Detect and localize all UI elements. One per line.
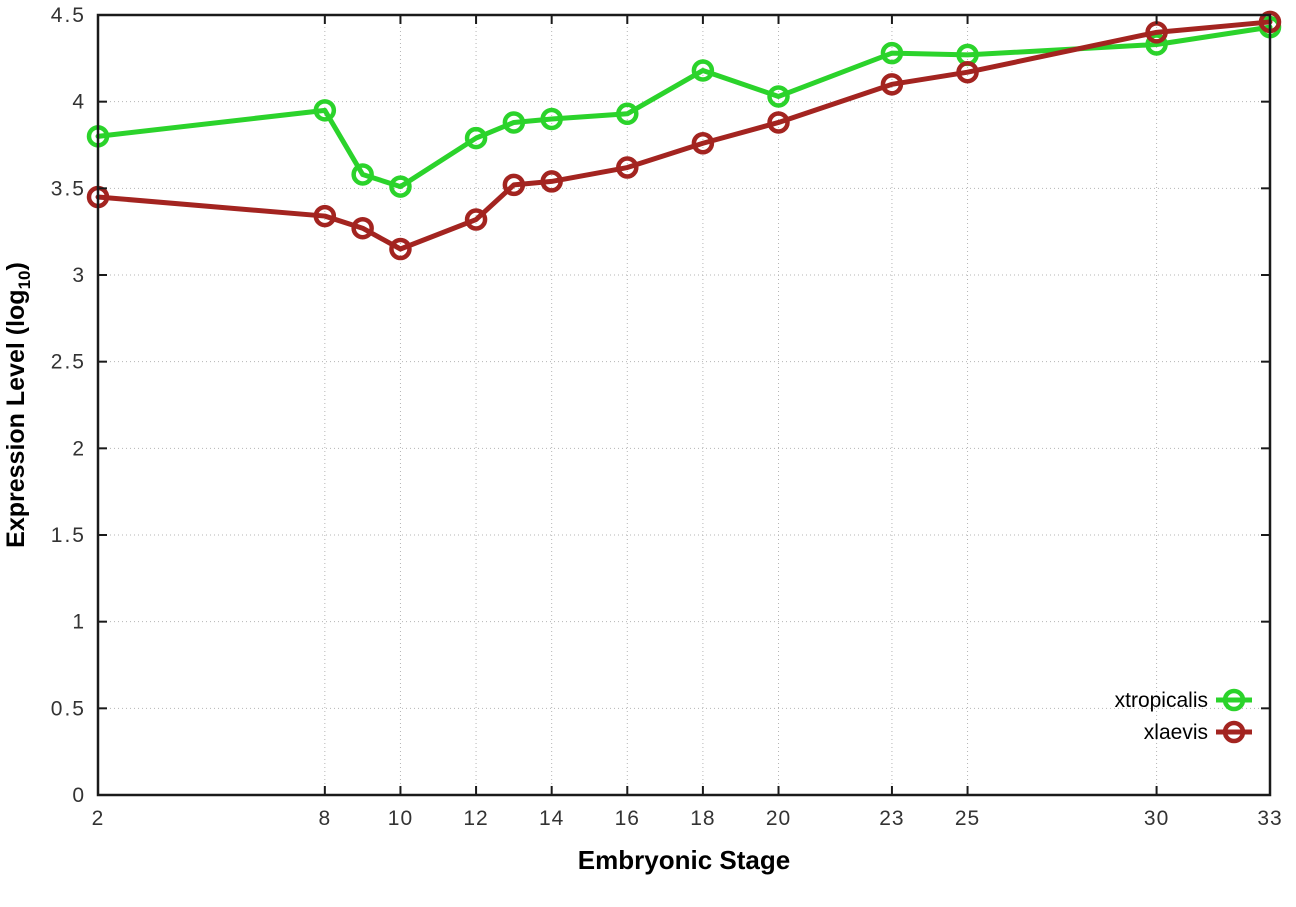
legend-item-xlaevis: xlaevis: [1144, 720, 1252, 744]
x-axis-title: Embryonic Stage: [577, 845, 791, 875]
data-point-xtropicalis: [351, 163, 374, 186]
data-point-xlaevis: [880, 73, 904, 96]
data-point-xlaevis: [502, 173, 526, 197]
ticks: 2 8 10 12 14 16 18 20 23 25 30 33 0 0.5 1 1.5 2 2.5 3 3.5 4 4…: [51, 4, 1282, 830]
plot-border: [96, 13, 1272, 797]
y-tick-label: 4: [72, 91, 86, 114]
series-line-xlaevis: [95, 19, 1273, 252]
x-tick-label: 12: [463, 807, 488, 830]
series-line-xtropicalis: [95, 24, 1273, 190]
data-point-xtropicalis: [464, 126, 488, 150]
x-tick-label: 2: [92, 807, 105, 830]
legend-item-xtropicalis: xtropicalis: [1115, 688, 1252, 712]
data-point-xlaevis: [313, 204, 337, 228]
data-point-xtropicalis: [767, 85, 790, 108]
data-point-xtropicalis: [691, 59, 715, 82]
y-tick-label: 2.5: [51, 351, 86, 374]
x-tick-label: 8: [318, 807, 331, 830]
y-tick-label: 1: [72, 611, 86, 634]
legend: xtropicalis xlaevis: [1115, 688, 1252, 744]
data-point-xtropicalis: [616, 102, 639, 126]
grid: [97, 14, 1271, 796]
y-axis-title-text: Expression Level (log: [2, 289, 30, 548]
x-tick-label: 18: [690, 807, 715, 830]
y-axis-title-close: ): [2, 262, 30, 271]
y-axis-title-subscript: 10: [15, 270, 34, 290]
y-tick-label: 0.5: [51, 697, 86, 720]
data-point-xtropicalis: [1145, 33, 1168, 56]
y-tick-label: 2: [72, 437, 86, 460]
data-point-xtropicalis: [502, 111, 526, 134]
data-point-xtropicalis: [880, 41, 904, 65]
y-tick-label: 3: [72, 264, 86, 287]
x-tick-label: 33: [1257, 807, 1282, 830]
x-tick-label: 23: [879, 807, 904, 830]
data-point-xlaevis: [351, 216, 374, 240]
x-tick-label: 25: [955, 807, 980, 830]
legend-sample-marker-xlaevis: [1222, 720, 1246, 744]
data-point-xtropicalis: [313, 99, 337, 122]
data-point-xlaevis: [956, 60, 979, 84]
y-tick-label: 1.5: [51, 524, 86, 547]
data-point-xtropicalis: [540, 107, 563, 131]
data-point-xlaevis: [767, 111, 790, 134]
x-tick-label: 14: [539, 807, 564, 830]
legend-label-xlaevis: xlaevis: [1144, 721, 1208, 744]
data-point-xtropicalis: [389, 175, 412, 198]
x-tick-label: 20: [766, 807, 791, 830]
legend-label-xtropicalis: xtropicalis: [1115, 689, 1208, 712]
x-tick-label: 16: [615, 807, 640, 830]
y-tick-label: 3.5: [51, 177, 86, 200]
y-tick-label: 4.5: [51, 4, 86, 27]
y-tick-label: 0: [72, 784, 86, 807]
data-point-xlaevis: [691, 132, 715, 155]
data-point-xlaevis: [540, 170, 563, 193]
x-tick-label: 30: [1144, 807, 1169, 830]
legend-sample-marker-xtropicalis: [1222, 688, 1246, 712]
data-point-xlaevis: [616, 156, 639, 179]
data-point-xlaevis: [389, 237, 412, 261]
x-tick-label: 10: [388, 807, 413, 830]
data-point-xlaevis: [464, 208, 488, 231]
